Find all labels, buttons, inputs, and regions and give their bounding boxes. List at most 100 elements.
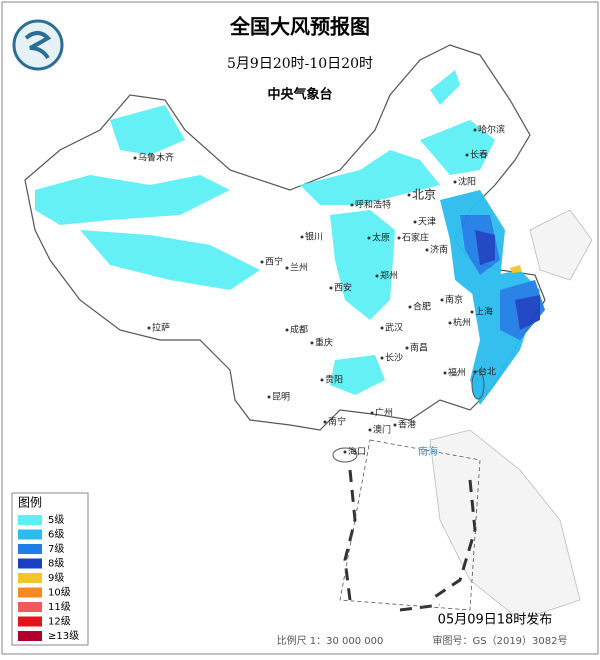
city-label: 南宁	[328, 416, 346, 428]
hainan	[332, 447, 358, 463]
legend-label: 8级	[48, 558, 64, 570]
wind-area	[420, 120, 495, 175]
sea-label: 南海	[418, 445, 438, 458]
city-dot	[375, 274, 379, 278]
city-label: 兰州	[290, 262, 308, 274]
city-dot	[473, 370, 477, 374]
city-label: 贵阳	[325, 374, 343, 386]
city-label: 昆明	[272, 392, 290, 403]
city-label: 呼和浩特	[355, 199, 391, 211]
city-dot	[453, 180, 457, 184]
legend-label: 12级	[48, 616, 71, 628]
city-dot	[425, 248, 429, 252]
wind-area	[330, 210, 395, 320]
scale: 比例尺 1：30 000 000	[277, 634, 384, 647]
wind-area	[300, 150, 440, 205]
city-dot	[329, 286, 333, 290]
city-dot	[147, 326, 151, 330]
legend-swatch	[18, 616, 42, 627]
city-dot	[393, 423, 397, 427]
legend-swatch	[18, 631, 42, 641]
legend-swatch	[18, 544, 42, 554]
wind-area	[35, 175, 230, 225]
issued-time: 05月09日18时发布	[438, 612, 553, 628]
city-dot	[440, 298, 444, 302]
city-dot	[408, 305, 412, 309]
legend-swatch	[18, 529, 42, 540]
legend-swatch	[18, 515, 42, 525]
legend-label: 10级	[48, 587, 71, 599]
city-label: 合肥	[413, 301, 431, 313]
issuer: 中央气象台	[267, 87, 332, 103]
city-label: 哈尔滨	[478, 124, 505, 136]
city-dot	[300, 235, 304, 239]
city-dot	[323, 420, 327, 424]
review-number: 审图号：GS（2019）3082号	[433, 634, 568, 647]
city-label: 北京	[412, 188, 436, 202]
city-dot	[380, 326, 384, 330]
legend: 5级 6级 7级 8级 9级 10级 11级 12级 ≥13级	[18, 514, 79, 642]
city-label: 西宁	[265, 256, 283, 268]
wind-area	[110, 105, 185, 155]
city-dot	[310, 341, 314, 345]
period: 5月9日20时-10日20时	[227, 56, 373, 72]
title: 全国大风预报图	[229, 15, 370, 39]
city-label: 武汉	[385, 322, 403, 334]
city-label: 拉萨	[152, 322, 170, 334]
legend-swatch	[18, 602, 42, 612]
city-label: 西安	[334, 282, 352, 294]
sea-boundary	[343, 469, 477, 612]
city-dot	[405, 346, 409, 350]
legend-title: 图例	[18, 496, 42, 510]
neighbors	[429, 209, 593, 621]
city-label: 太原	[372, 232, 390, 244]
city-label: 银川	[305, 231, 323, 243]
legend-label: 9级	[48, 572, 64, 584]
legend-label: 6级	[48, 529, 64, 541]
wind-area	[330, 355, 385, 395]
city-label: 上海	[475, 306, 493, 318]
city-label: 杭州	[453, 317, 471, 329]
legend-swatch	[18, 587, 42, 598]
city-dot	[380, 356, 384, 360]
city-label: 香港	[398, 419, 416, 431]
city-label: 郑州	[380, 270, 398, 282]
wind-area	[430, 70, 460, 105]
city-dot	[407, 193, 411, 197]
city-label: 乌鲁木齐	[138, 152, 174, 164]
city-label: 重庆	[315, 337, 333, 349]
city-dot	[470, 310, 474, 314]
legend-label: 11级	[48, 601, 71, 613]
legend-label: ≥13级	[48, 630, 79, 642]
city-label: 济南	[430, 244, 448, 256]
city-label: 成都	[290, 324, 308, 336]
city-dot	[443, 371, 447, 375]
wind-area	[510, 265, 522, 273]
city-label: 长春	[470, 149, 488, 161]
city-dot	[367, 236, 371, 240]
legend-label: 5级	[48, 514, 64, 526]
wind-areas	[35, 70, 545, 405]
city-dot	[320, 378, 324, 382]
city-dot	[285, 266, 289, 270]
city-dot	[350, 203, 354, 207]
city-dot	[285, 328, 289, 332]
wind-area	[80, 230, 260, 290]
legend-swatch	[18, 558, 42, 569]
city-label: 台北	[478, 366, 496, 378]
legend-label: 7级	[48, 543, 64, 555]
city-label: 南昌	[410, 342, 428, 354]
logo	[12, 19, 64, 71]
legend-swatch	[18, 573, 42, 583]
city-label: 广州	[375, 407, 393, 419]
city-dot	[397, 236, 401, 240]
city-dot	[260, 260, 264, 264]
city-dot	[368, 428, 372, 432]
city-label: 福州	[448, 367, 466, 379]
taiwan	[471, 370, 485, 400]
city-label: 澳门	[373, 424, 391, 436]
city-dot	[343, 450, 347, 454]
city-dot	[370, 411, 374, 415]
